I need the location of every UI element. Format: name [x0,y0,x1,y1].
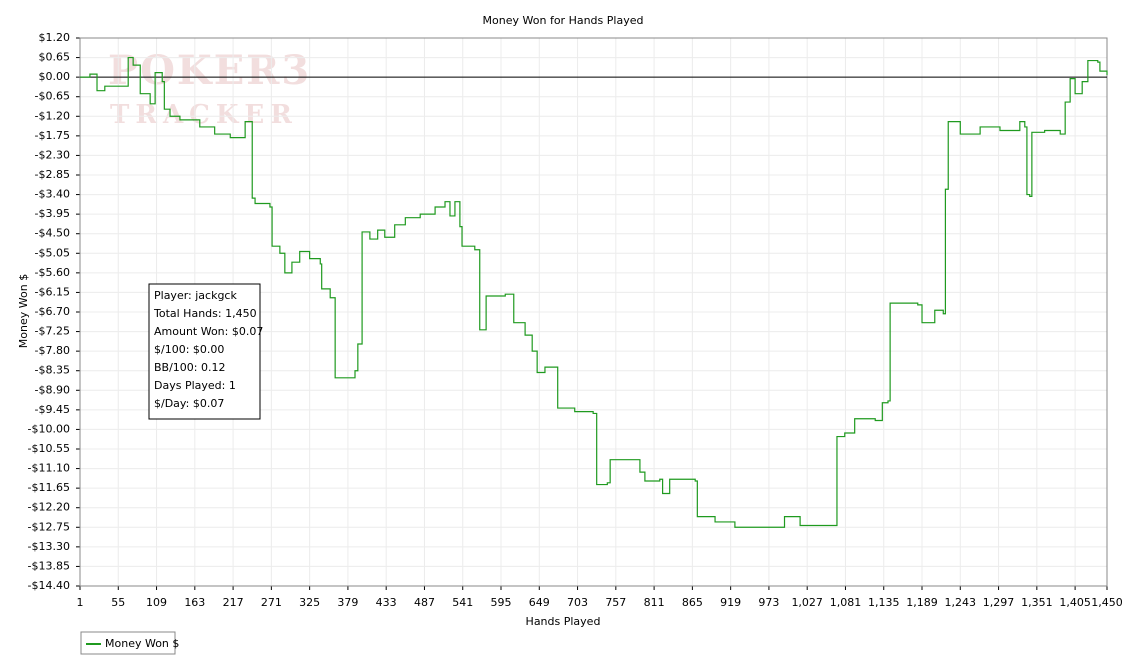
x-tick-label: 649 [529,596,550,609]
y-tick-label: -$12.75 [28,520,70,533]
y-axis-title: Money Won $ [17,274,30,348]
x-tick-label: 325 [299,596,320,609]
x-tick-label: 163 [184,596,205,609]
data-line [80,56,1108,528]
y-tick-label: -$11.10 [28,462,70,475]
y-tick-label: -$1.75 [35,129,70,142]
x-tick-label: 433 [376,596,397,609]
info-line: $/100: $0.00 [154,343,224,356]
y-tick-label: -$12.20 [28,501,70,514]
info-line: Player: jackgck [154,289,237,302]
y-tick-label: -$8.90 [35,383,70,396]
x-tick-label: 487 [414,596,435,609]
x-tick-label: 55 [111,596,125,609]
x-tick-label: 595 [491,596,512,609]
y-tick-label: -$5.60 [35,266,70,279]
y-tick-label: -$11.65 [28,481,70,494]
y-tick-label: -$13.30 [28,540,70,553]
x-tick-label: 973 [758,596,779,609]
x-tick-label: 1,081 [830,596,862,609]
x-tick-label: 919 [720,596,741,609]
watermark: TRACKER [110,100,298,130]
plot-border [79,37,1108,587]
y-tick-label: -$3.40 [35,188,70,201]
y-tick-label: -$10.00 [28,422,70,435]
y-tick-label: -$8.35 [35,364,70,377]
info-line: BB/100: 0.12 [154,361,226,374]
y-tick-label: $0.65 [39,51,71,64]
x-tick-label: 541 [452,596,473,609]
x-tick-label: 217 [223,596,244,609]
x-tick-label: 1,405 [1059,596,1091,609]
legend-label: Money Won $ [105,637,179,650]
y-tick-label: -$5.05 [35,246,70,259]
y-tick-label: -$10.55 [28,442,70,455]
y-tick-label: -$2.85 [35,168,70,181]
x-tick-label: 1,243 [945,596,977,609]
y-tick-label: -$7.80 [35,344,70,357]
x-tick-label: 1,297 [983,596,1015,609]
x-tick-label: 1,189 [906,596,938,609]
y-tick-label: -$4.50 [35,227,70,240]
y-tick-label: -$6.15 [35,285,70,298]
y-tick-label: -$9.45 [35,403,70,416]
watermark: POKER3 [108,47,311,94]
info-box [148,283,261,420]
x-tick-label: 271 [261,596,282,609]
x-tick-label: 1 [77,596,84,609]
x-tick-label: 109 [146,596,167,609]
y-tick-label: $1.20 [39,31,71,44]
info-line: $/Day: $0.07 [154,397,224,410]
chart-title: Money Won for Hands Played [483,14,644,27]
y-tick-label: $0.00 [39,70,71,83]
x-axis-title: Hands Played [526,615,601,628]
legend-box [80,631,176,655]
x-tick-label: 703 [567,596,588,609]
x-tick-label: 1,027 [791,596,823,609]
info-line: Days Played: 1 [154,379,236,392]
y-tick-label: -$0.65 [35,90,70,103]
y-tick-label: -$3.95 [35,207,70,220]
x-tick-label: 811 [644,596,665,609]
y-tick-label: -$1.20 [35,109,70,122]
x-tick-label: 757 [605,596,626,609]
x-tick-label: 1,450 [1091,596,1123,609]
info-line: Amount Won: $0.07 [154,325,263,338]
x-tick-label: 1,351 [1021,596,1053,609]
y-tick-label: -$7.25 [35,325,70,338]
x-tick-label: 1,135 [868,596,900,609]
y-tick-label: -$14.40 [28,579,70,592]
y-tick-label: -$2.30 [35,148,70,161]
y-tick-label: -$6.70 [35,305,70,318]
x-tick-label: 379 [337,596,358,609]
y-tick-label: -$13.85 [28,559,70,572]
info-line: Total Hands: 1,450 [153,307,257,320]
x-tick-label: 865 [682,596,703,609]
